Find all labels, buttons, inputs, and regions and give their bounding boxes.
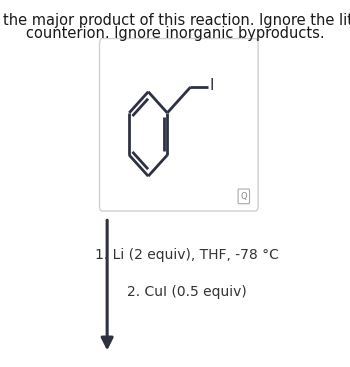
Text: 1. Li (2 equiv), THF, -78 °C: 1. Li (2 equiv), THF, -78 °C: [94, 248, 278, 262]
Text: counterion. Ignore inorganic byproducts.: counterion. Ignore inorganic byproducts.: [26, 26, 324, 41]
Text: I: I: [210, 78, 215, 93]
FancyBboxPatch shape: [238, 189, 250, 204]
Text: Draw the major product of this reaction. Ignore the lithium: Draw the major product of this reaction.…: [0, 13, 350, 28]
FancyBboxPatch shape: [99, 39, 258, 211]
Text: 2. CuI (0.5 equiv): 2. CuI (0.5 equiv): [127, 285, 246, 299]
Text: Q: Q: [240, 192, 247, 201]
